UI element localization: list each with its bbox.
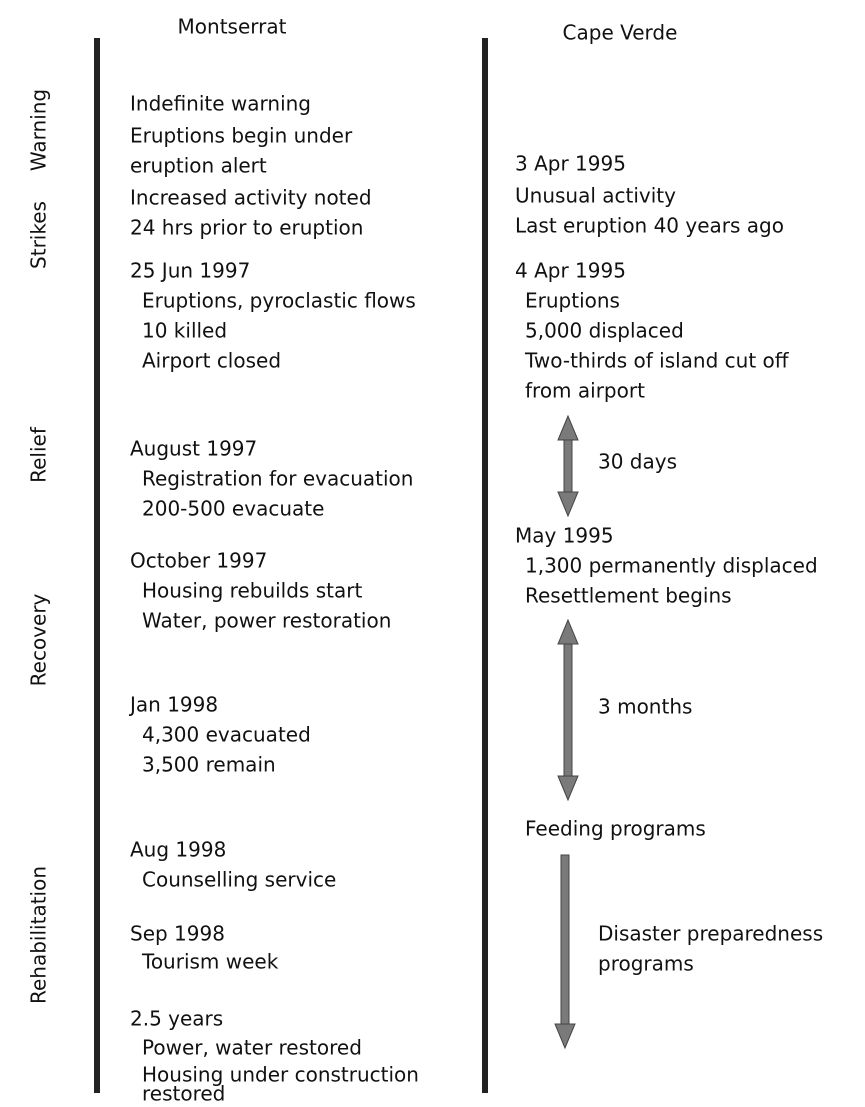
entry-line: Eruptions begin under — [130, 124, 353, 148]
phase-label: Strikes — [27, 201, 51, 269]
event-detail: 200-500 evacuate — [142, 497, 324, 521]
event-detail: Counselling service — [142, 868, 336, 892]
column-header: Cape Verde — [563, 21, 678, 45]
event-detail: Power, water restored — [142, 1036, 362, 1060]
arrow — [554, 854, 576, 1050]
event-date: Jan 1998 — [128, 693, 218, 717]
arrow-label: Disaster preparedness — [598, 922, 823, 946]
event-detail: 3,500 remain — [142, 753, 276, 777]
phase-label: Warning — [27, 89, 51, 171]
phase-label: Relief — [27, 426, 51, 483]
event-detail: Resettlement begins — [525, 584, 732, 608]
event-detail: Eruptions — [525, 289, 620, 313]
entry-line: Increased activity noted — [130, 186, 372, 210]
column-header: Montserrat — [178, 15, 287, 39]
event-detail: Last eruption 40 years ago — [515, 214, 784, 238]
event-detail: Tourism week — [141, 950, 279, 974]
event-detail: Registration for evacuation — [142, 467, 413, 491]
right-rule — [482, 38, 488, 1093]
event-detail: 5,000 displaced — [525, 319, 684, 343]
phase-label: Rehabilitation — [27, 866, 51, 1004]
event-date: 25 Jun 1997 — [130, 259, 250, 283]
entry-line: Indefinite warning — [130, 92, 311, 116]
event-date: 4 Apr 1995 — [515, 259, 626, 283]
entry-line: 24 hrs prior to eruption — [130, 216, 363, 240]
event-date: August 1997 — [130, 437, 257, 461]
event-detail: Unusual activity — [515, 184, 676, 208]
arrow-label: 3 months — [598, 695, 692, 719]
event-detail: Water, power restoration — [142, 609, 391, 633]
event-detail: Housing under construction — [142, 1063, 419, 1087]
arrow-label: programs — [598, 952, 694, 976]
event-detail: Two-thirds of island cut off — [524, 349, 790, 373]
event-date: Aug 1998 — [130, 838, 226, 862]
event-date: Sep 1998 — [130, 922, 225, 946]
event-detail: 4,300 evacuated — [142, 723, 311, 747]
event-detail: Housing rebuilds start — [142, 579, 362, 603]
event-date: May 1995 — [515, 524, 614, 548]
event-detail: Airport closed — [142, 349, 281, 373]
arrow — [557, 414, 579, 518]
event-detail: 10 killed — [142, 319, 227, 343]
event-detail: 1,300 permanently displaced — [525, 554, 818, 578]
event-date: October 1997 — [130, 549, 267, 573]
left-rule — [94, 38, 100, 1093]
entry-line: eruption alert — [130, 154, 267, 178]
arrow — [557, 618, 579, 802]
event-detail: Eruptions, pyroclastic flows — [142, 289, 416, 313]
event-detail: from airport — [525, 379, 645, 403]
arrow-label: 30 days — [598, 450, 677, 474]
event-detail: restored — [142, 1082, 225, 1106]
phase-label: Recovery — [27, 593, 51, 686]
event-date: 2.5 years — [130, 1007, 223, 1031]
event-detail: Feeding programs — [525, 817, 706, 841]
event-date: 3 Apr 1995 — [515, 152, 626, 176]
